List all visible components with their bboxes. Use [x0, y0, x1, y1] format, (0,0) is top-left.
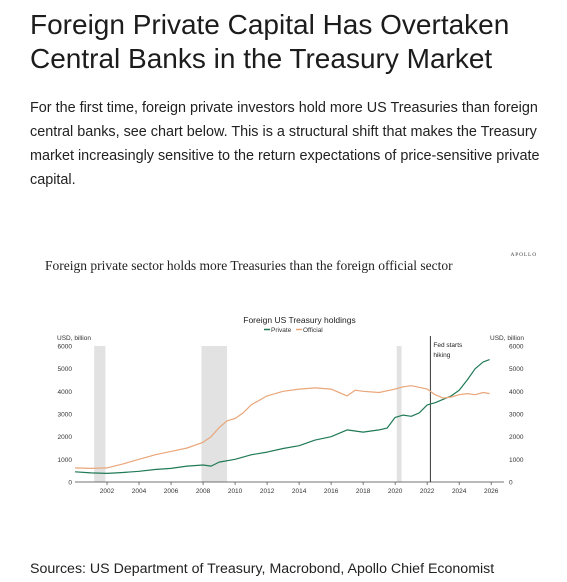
y-tick-right-0: 0: [509, 480, 513, 487]
legend-label-private: Private: [271, 327, 292, 334]
y-tick-right-2000: 2000: [509, 434, 524, 441]
sources-line: Sources: US Department of Treasury, Macr…: [30, 561, 495, 577]
x-tick-label-2012: 2012: [260, 488, 275, 495]
y-axis-label-left: USD, billion: [57, 335, 91, 342]
fed-hiking-label-1: hiking: [433, 352, 450, 359]
recession-band-0: [94, 346, 106, 482]
y-tick-left-5000: 5000: [58, 366, 73, 373]
treasury-holdings-chart: Foreign US Treasury holdings Private Offic…: [57, 315, 524, 495]
apollo-brand-logo: APOLLO: [510, 252, 537, 258]
chart-panel: APOLLO Foreign private sector holds more…: [30, 240, 545, 510]
y-tick-left-4000: 4000: [58, 389, 73, 396]
y-tick-left-0: 0: [68, 480, 72, 487]
x-tick-label-2024: 2024: [452, 488, 467, 495]
y-tick-right-5000: 5000: [509, 366, 524, 373]
recession-band-1: [201, 346, 228, 482]
y-tick-left-2000: 2000: [58, 434, 73, 441]
y-tick-left-6000: 6000: [58, 344, 73, 351]
x-tick-label-2018: 2018: [356, 488, 371, 495]
x-tick-label-2026: 2026: [484, 488, 499, 495]
y-tick-left-1000: 1000: [58, 457, 73, 464]
y-tick-left-3000: 3000: [58, 412, 73, 419]
legend-label-official: Official: [303, 327, 323, 334]
x-tick-label-2010: 2010: [228, 488, 243, 495]
x-tick-label-2004: 2004: [132, 488, 147, 495]
y-tick-right-3000: 3000: [509, 412, 524, 419]
x-tick-label-2008: 2008: [196, 488, 211, 495]
y-tick-right-4000: 4000: [509, 389, 524, 396]
x-tick-label-2016: 2016: [324, 488, 339, 495]
series-line-official: [74, 385, 490, 469]
article-headline: Foreign Private Capital Has Overtaken Ce…: [30, 9, 510, 74]
series-line-private: [74, 359, 490, 474]
x-tick-label-2020: 2020: [388, 488, 403, 495]
article-intro: For the first time, foreign private inve…: [30, 100, 540, 188]
x-tick-label-2006: 2006: [164, 488, 179, 495]
x-tick-label-2014: 2014: [292, 488, 307, 495]
chart-panel-title: Foreign private sector holds more Treasu…: [45, 258, 453, 273]
chart-title: Foreign US Treasury holdings: [243, 315, 355, 325]
y-axis-label-right: USD, billion: [490, 335, 524, 342]
y-tick-right-6000: 6000: [509, 344, 524, 351]
x-tick-label-2022: 2022: [420, 488, 435, 495]
y-tick-right-1000: 1000: [509, 457, 524, 464]
x-tick-label-2002: 2002: [100, 488, 115, 495]
fed-hiking-label-0: Fed starts: [433, 342, 463, 349]
recession-band-2: [396, 346, 402, 482]
